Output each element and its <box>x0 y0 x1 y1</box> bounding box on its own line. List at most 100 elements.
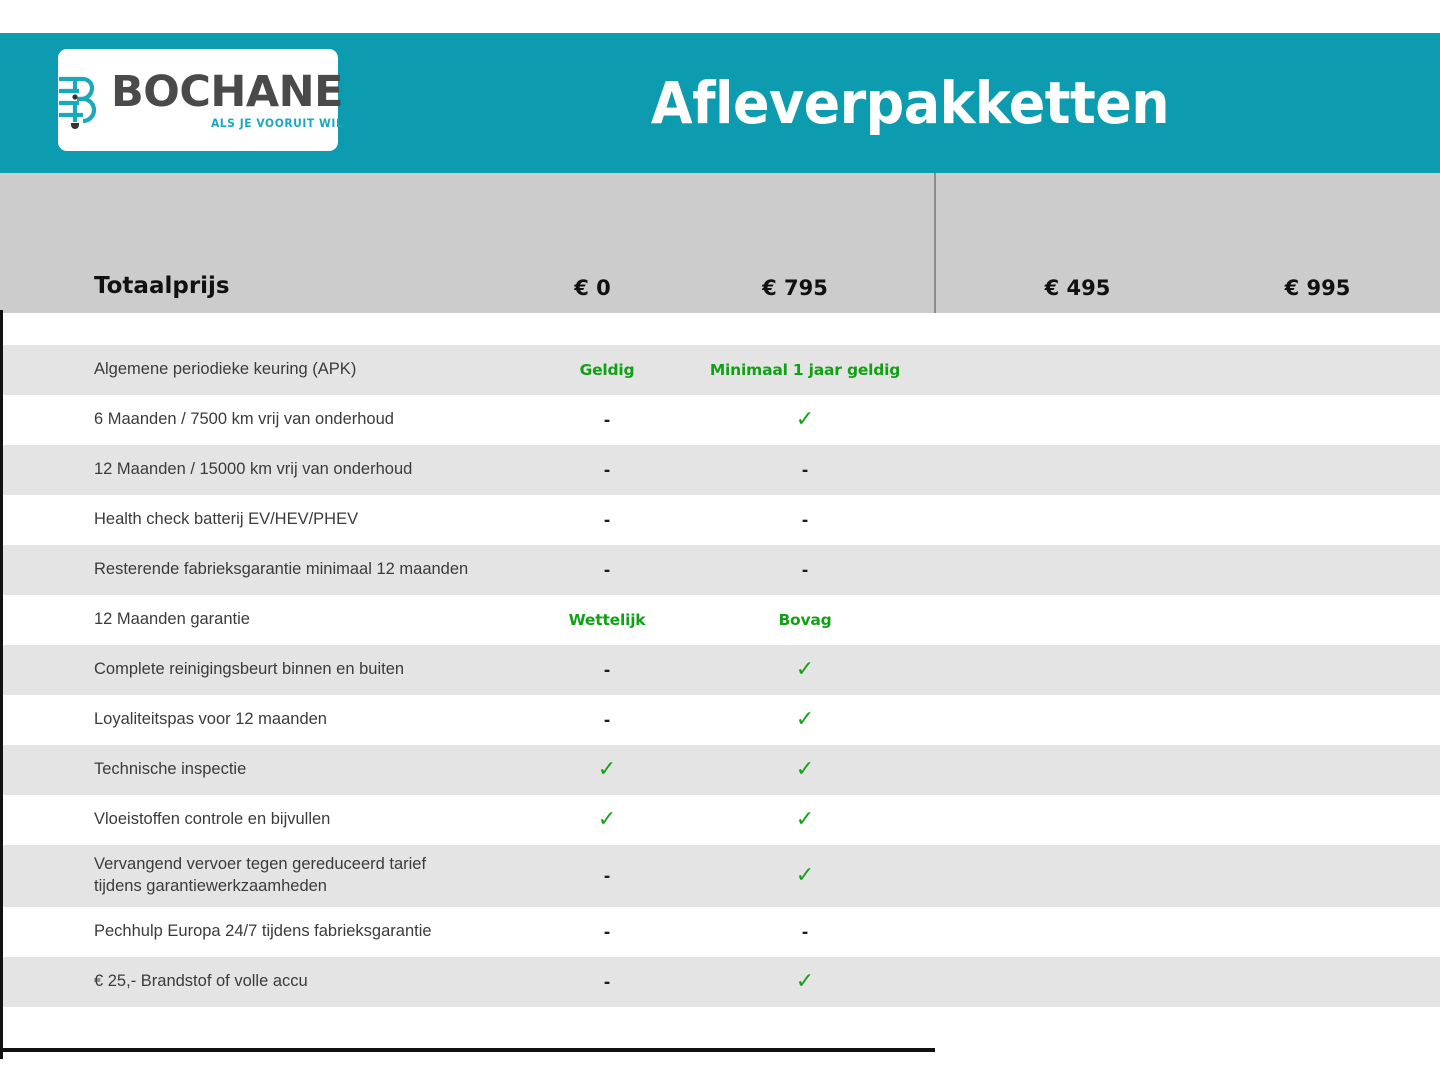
row-label: 12 Maanden garantie <box>94 610 250 629</box>
check-icon: ✓ <box>795 657 815 682</box>
cell-standaard: - <box>540 645 674 695</box>
cell-basis: Minimaal 1 jaar geldig <box>674 345 936 395</box>
row-left-group: - ✓ <box>540 395 1440 445</box>
row-label: Algemene periodieke keuring (APK) <box>94 360 357 379</box>
cell-value: Bovag <box>778 611 832 629</box>
cell-standaard: - <box>540 957 674 1007</box>
cell-basis: ✓ <box>674 695 936 745</box>
table-row: Resterende fabrieksgarantie minimaal 12 … <box>0 545 1440 595</box>
page-banner: BOCHANE ALS JE VOORUIT WIL Afleverpakket… <box>0 33 1440 173</box>
dash-icon: - <box>603 459 611 481</box>
row-label: 6 Maanden / 7500 km vrij van onderhoud <box>94 410 394 429</box>
cell-standaard: - <box>540 907 674 957</box>
row-label-line: tijdens garantiewerkzaamheden <box>94 877 327 895</box>
table-row: Vloeistoffen controle en bijvullen✓✓✓✓ <box>0 795 1440 845</box>
dash-icon: - <box>801 459 809 481</box>
row-label: Loyaliteitspas voor 12 maanden <box>94 710 327 729</box>
spacer-label <box>0 313 540 345</box>
dash-icon: - <box>603 559 611 581</box>
row-left-group: -- <box>540 907 1440 957</box>
row-left-group: -- <box>540 545 1440 595</box>
row-label: Vloeistoffen controle en bijvullen <box>94 810 331 829</box>
dash-icon: - <box>603 921 611 943</box>
table-row: Loyaliteitspas voor 12 maanden-✓✓✓ <box>0 695 1440 745</box>
cell-basis: - <box>674 495 936 545</box>
check-icon: ✓ <box>795 757 815 782</box>
logo-tagline: ALS JE VOORUIT WIL <box>210 115 344 130</box>
cell-value: Geldig <box>579 361 635 379</box>
cell-value: Minimaal 1 jaar geldig <box>709 361 901 379</box>
table-row: Complete reinigingsbeurt binnen en buite… <box>0 645 1440 695</box>
cell-standaard: Wettelijk <box>540 595 674 645</box>
spacer-row <box>0 313 1440 345</box>
row-left-group: - ✓ <box>540 695 1440 745</box>
column-group-divider <box>934 173 936 313</box>
cell-value: Wettelijk <box>568 611 646 629</box>
row-left-group: -- <box>540 495 1440 545</box>
dash-icon: - <box>603 971 611 993</box>
dash-icon: - <box>603 709 611 731</box>
cell-basis: - <box>674 445 936 495</box>
bochane-logo-icon <box>59 76 97 129</box>
row-left-group: - ✓ <box>540 645 1440 695</box>
cell-basis: - <box>674 907 936 957</box>
table-row: Pechhulp Europa 24/7 tijdens fabrieksgar… <box>0 907 1440 957</box>
cell-standaard: - <box>540 445 674 495</box>
cell-standaard: ✓ <box>540 745 674 795</box>
row-left-group: ✓ ✓ <box>540 795 1440 845</box>
bottom-edge-rule <box>0 1048 935 1052</box>
cell-standaard: - <box>540 495 674 545</box>
dash-icon: - <box>603 659 611 681</box>
cell-basis: ✓ <box>674 395 936 445</box>
dash-icon: - <box>603 409 611 431</box>
row-label: 12 Maanden / 15000 km vrij van onderhoud <box>94 460 413 479</box>
cell-basis: Bovag <box>674 595 936 645</box>
logo-wordmark: BOCHANE <box>111 66 344 117</box>
page-title: Afleverpakketten <box>650 69 1170 137</box>
check-icon: ✓ <box>597 757 617 782</box>
row-left-group: Geldig Minimaal 1 jaar geldig <box>540 345 1440 395</box>
check-icon: ✓ <box>795 863 815 888</box>
cell-basis: ✓ <box>674 745 936 795</box>
row-left-group: ✓ ✓ <box>540 745 1440 795</box>
spacer-cell <box>674 313 936 345</box>
row-label-line: Vervangend vervoer tegen gereduceerd tar… <box>94 855 427 874</box>
total-price-label: Totaalprijs <box>94 273 230 299</box>
price-standaard: € 0 <box>574 276 611 300</box>
table-row: 12 Maanden / 15000 km vrij van onderhoud… <box>0 445 1440 495</box>
check-icon: ✓ <box>795 707 815 732</box>
table-row: € 25,- Brandstof of volle accu-✓✓✓ <box>0 957 1440 1007</box>
cell-standaard: - <box>540 395 674 445</box>
cell-standaard: - <box>540 545 674 595</box>
price-basis: € 795 <box>762 276 828 300</box>
left-edge-rule <box>0 310 3 1052</box>
table-row: 12 Maanden garantieWettelijkBovagFabriek… <box>0 595 1440 645</box>
cell-standaard: ✓ <box>540 795 674 845</box>
dash-icon: - <box>603 509 611 531</box>
table-row: Vervangend vervoer tegen gereduceerd tar… <box>0 845 1440 907</box>
dash-icon: - <box>801 559 809 581</box>
row-left-group: - ✓ <box>540 957 1440 1007</box>
row-left-group: - ✓ <box>540 845 1440 907</box>
cell-standaard: Geldig <box>540 345 674 395</box>
cell-standaard: - <box>540 695 674 745</box>
cell-basis: - <box>674 545 936 595</box>
table-row: 6 Maanden / 7500 km vrij van onderhoud - ✓… <box>0 395 1440 445</box>
row-label: € 25,- Brandstof of volle accu <box>94 972 308 991</box>
table-row: Technische inspectie✓✓✓✓ <box>0 745 1440 795</box>
price-select: € 495 <box>1044 276 1111 300</box>
check-icon: ✓ <box>597 807 617 832</box>
spacer-left-group <box>540 313 1440 345</box>
dash-icon: - <box>801 921 809 943</box>
cell-standaard: - <box>540 845 674 907</box>
row-label-wrap: Vervangend vervoer tegen gereduceerd tar… <box>94 854 426 898</box>
row-label: Pechhulp Europa 24/7 tijdens fabrieksgar… <box>94 922 432 941</box>
row-label: Health check batterij EV/HEV/PHEV <box>94 510 359 529</box>
table-header: Standaard pakket Basis pakket Select pak… <box>0 173 1440 444</box>
row-label: Vervangend vervoer tegen gereduceerd tar… <box>0 845 540 907</box>
check-icon: ✓ <box>795 407 815 432</box>
table-row: Algemene periodieke keuring (APK) Geldig M… <box>0 345 1440 395</box>
cell-basis: ✓ <box>674 645 936 695</box>
packages-table: Standaard pakket Basis pakket Select pak… <box>0 173 1440 1059</box>
